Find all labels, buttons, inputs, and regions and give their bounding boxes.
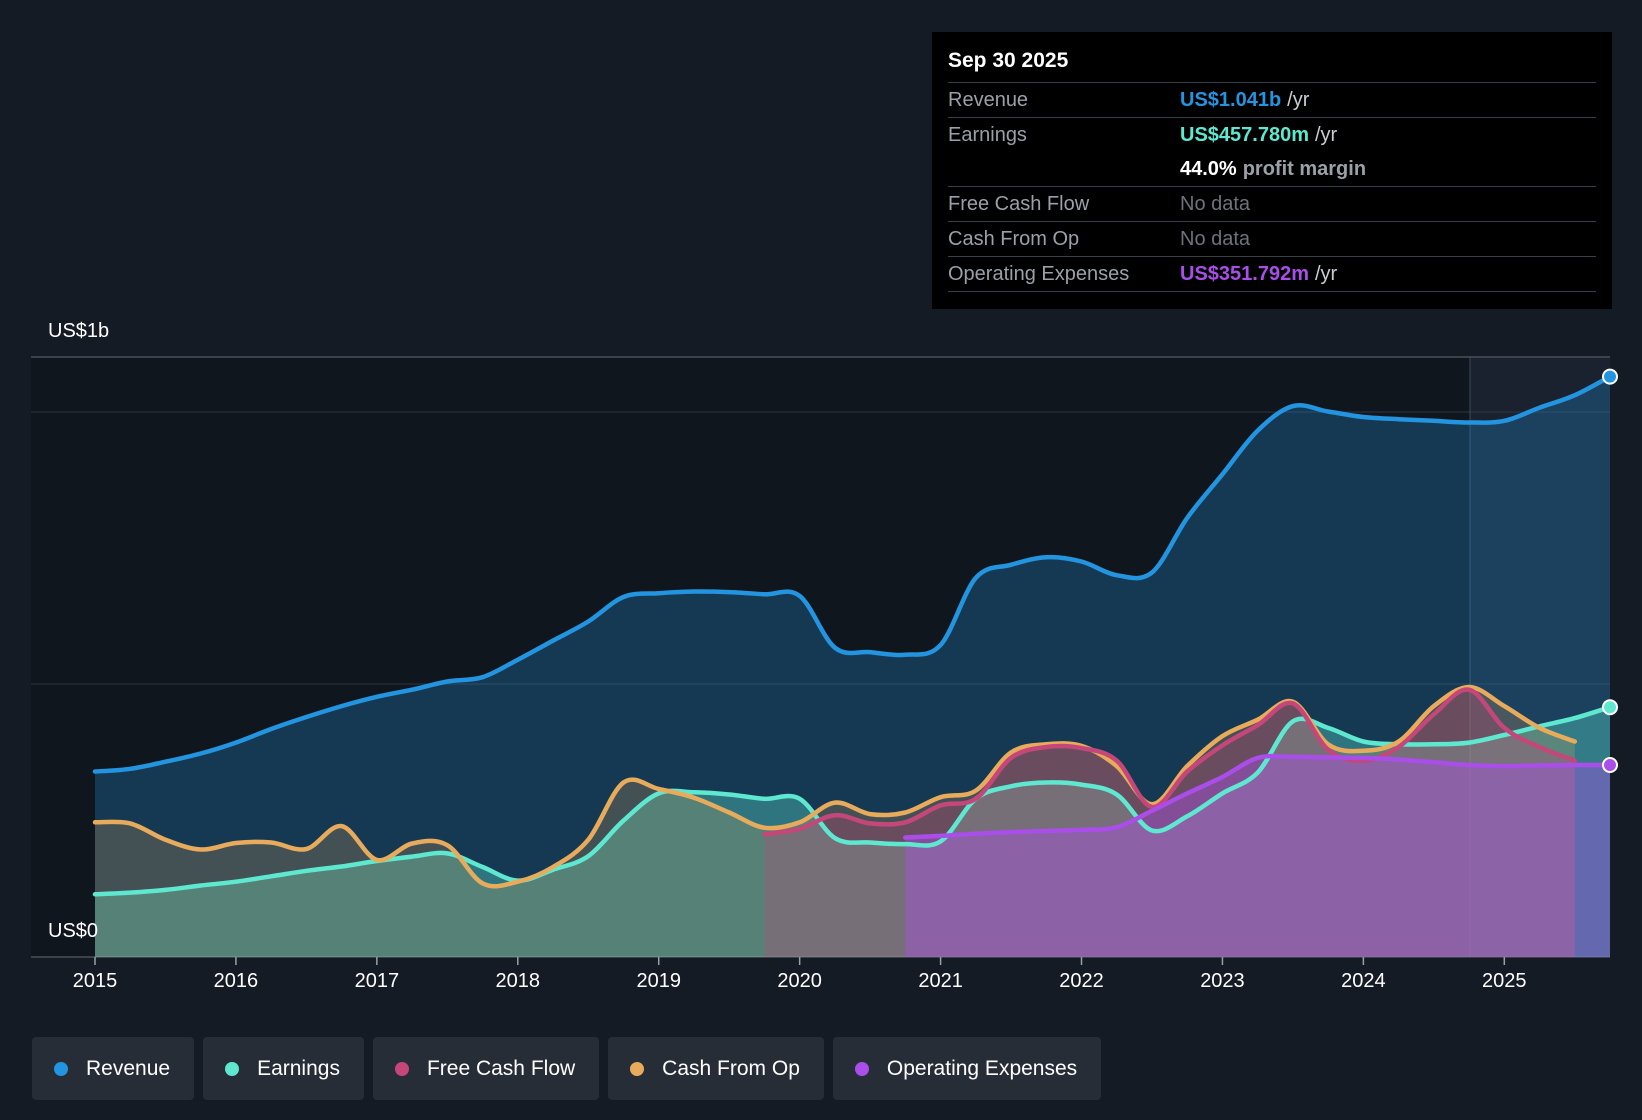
tooltip-row-cfo: Cash From Op No data (948, 221, 1596, 256)
tooltip-unit: /yr (1314, 123, 1338, 146)
y-axis-bottom-label: US$0 (48, 920, 99, 942)
tooltip: Sep 30 2025 Revenue US$1.041b /yr Earnin… (932, 32, 1612, 309)
line-operating-expenses (903, 753, 1613, 840)
x-tick-label: 2018 (495, 970, 541, 992)
x-tick-label: 2020 (777, 970, 822, 992)
tooltip-value: No data (1180, 192, 1251, 215)
tooltip-label: Revenue (948, 88, 1029, 111)
tooltip-date: Sep 30 2025 (948, 49, 1069, 72)
x-tick-label: 2016 (213, 970, 259, 992)
legend-item-free-cash-flow[interactable]: Free Cash Flow (372, 1037, 600, 1100)
x-tick-label: 2025 (1482, 970, 1527, 992)
line-earnings (92, 704, 1613, 897)
area-earnings (95, 707, 1610, 957)
tooltip-margin-value: 44.0% (1180, 157, 1237, 180)
legend-dot-icon (225, 1061, 240, 1076)
tooltip-value: US$457.780m (1180, 123, 1309, 146)
x-tick-label: 2015 (72, 970, 118, 992)
line-free-cash-flow (762, 687, 1578, 837)
tooltip-row-earnings: Earnings US$457.780m /yr (948, 117, 1596, 152)
tooltip-margin-label: profit margin (1242, 157, 1367, 180)
tooltip-unit: /yr (1287, 88, 1310, 111)
line-revenue (92, 374, 1613, 774)
legend-label: Operating Expenses (886, 1056, 1078, 1080)
y-axis-top-label: US$1b (48, 320, 110, 342)
legend-dot-icon (854, 1061, 869, 1076)
tooltip-label: Earnings (948, 123, 1027, 146)
tooltip-label: Cash From Op (948, 227, 1080, 250)
tooltip-row-fcf: Free Cash Flow No data (948, 186, 1596, 221)
area-operating-expenses (905, 756, 1610, 957)
legend: Revenue Earnings Free Cash Flow Cash Fro… (32, 1037, 1102, 1100)
legend-item-operating-expenses[interactable]: Operating Expenses (832, 1037, 1102, 1100)
point-earnings-latest[interactable] (1602, 699, 1618, 716)
point-revenue-latest[interactable] (1602, 368, 1618, 385)
tooltip-label: Free Cash Flow (948, 192, 1090, 215)
x-tick-label: 2019 (636, 970, 681, 992)
point-operating-expenses-latest[interactable] (1602, 757, 1618, 773)
x-tick-label: 2024 (1341, 970, 1386, 992)
area-revenue (95, 376, 1610, 958)
legend-dot-icon (54, 1061, 68, 1076)
legend-dot-icon (630, 1061, 645, 1076)
tooltip-value: US$351.792m (1180, 262, 1309, 285)
legend-item-revenue[interactable]: Revenue (32, 1037, 195, 1100)
x-tick-label: 2023 (1200, 970, 1245, 992)
legend-label: Revenue (86, 1056, 171, 1080)
area-cash-from-op (95, 687, 1575, 957)
x-tick-label: 2021 (918, 970, 963, 992)
tooltip-value: US$1.041b (1180, 88, 1282, 111)
area-free-cash-flow (764, 689, 1575, 957)
tooltip-row-revenue: Revenue US$1.041b /yr (948, 82, 1596, 117)
legend-item-earnings[interactable]: Earnings (203, 1037, 364, 1100)
tooltip-value: No data (1180, 227, 1251, 250)
tooltip-label: Operating Expenses (948, 262, 1130, 285)
tooltip-unit: /yr (1314, 262, 1338, 285)
legend-item-cash-from-op[interactable]: Cash From Op (608, 1037, 824, 1100)
x-tick-label: 2022 (1059, 970, 1104, 992)
legend-label: Cash From Op (662, 1056, 800, 1080)
legend-label: Earnings (257, 1056, 340, 1080)
tooltip-row-opex: Operating Expenses US$351.792m /yr (948, 256, 1596, 292)
tooltip-row-margin: 44.0% profit margin (948, 152, 1596, 186)
legend-label: Free Cash Flow (426, 1056, 576, 1080)
line-cash-from-op (92, 684, 1578, 889)
legend-dot-icon (394, 1061, 409, 1076)
x-tick-label: 2017 (354, 970, 400, 992)
